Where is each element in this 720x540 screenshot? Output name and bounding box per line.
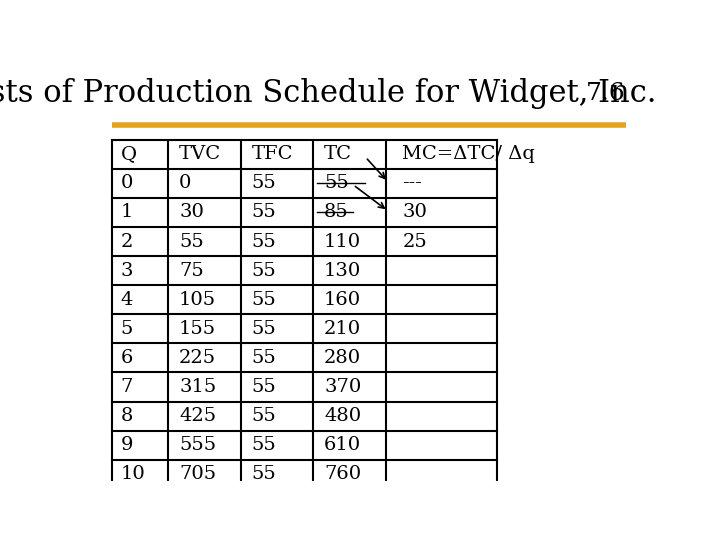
Text: 370: 370 xyxy=(324,378,361,396)
Text: 55: 55 xyxy=(251,320,276,338)
Text: 155: 155 xyxy=(179,320,216,338)
Text: 160: 160 xyxy=(324,291,361,309)
Text: 7.6: 7.6 xyxy=(586,83,626,105)
Text: 10: 10 xyxy=(121,465,145,483)
Text: MC=ΔTC/ Δq: MC=ΔTC/ Δq xyxy=(402,145,536,163)
Text: 55: 55 xyxy=(251,349,276,367)
Text: 55: 55 xyxy=(251,378,276,396)
Text: 2: 2 xyxy=(121,233,133,251)
Text: 55: 55 xyxy=(179,233,204,251)
Text: 3: 3 xyxy=(121,261,133,280)
Text: Costs of Production Schedule for Widget, Inc.: Costs of Production Schedule for Widget,… xyxy=(0,78,657,110)
Text: 30: 30 xyxy=(179,204,204,221)
Text: 4: 4 xyxy=(121,291,133,309)
Text: 55: 55 xyxy=(251,261,276,280)
Text: 75: 75 xyxy=(179,261,204,280)
Text: 85: 85 xyxy=(324,204,348,221)
Text: 8: 8 xyxy=(121,407,133,425)
Text: 55: 55 xyxy=(251,436,276,454)
Text: 9: 9 xyxy=(121,436,133,454)
Text: 280: 280 xyxy=(324,349,361,367)
Text: 5: 5 xyxy=(121,320,133,338)
Text: 110: 110 xyxy=(324,233,361,251)
Text: 705: 705 xyxy=(179,465,216,483)
Text: TC: TC xyxy=(324,145,352,163)
Text: 130: 130 xyxy=(324,261,361,280)
Text: 7: 7 xyxy=(121,378,133,396)
Text: 30: 30 xyxy=(402,204,428,221)
Text: 210: 210 xyxy=(324,320,361,338)
Text: 6: 6 xyxy=(121,349,133,367)
Text: 55: 55 xyxy=(251,174,276,192)
Text: 105: 105 xyxy=(179,291,216,309)
Text: 0: 0 xyxy=(179,174,192,192)
Text: 555: 555 xyxy=(179,436,216,454)
Text: 425: 425 xyxy=(179,407,216,425)
Text: 1: 1 xyxy=(121,204,133,221)
Text: TFC: TFC xyxy=(251,145,293,163)
Text: 0: 0 xyxy=(121,174,133,192)
Text: 225: 225 xyxy=(179,349,216,367)
Text: 55: 55 xyxy=(251,233,276,251)
Text: Q: Q xyxy=(121,145,137,163)
Text: 480: 480 xyxy=(324,407,361,425)
Text: 55: 55 xyxy=(251,204,276,221)
Text: 55: 55 xyxy=(251,291,276,309)
Text: 55: 55 xyxy=(324,174,348,192)
Text: 25: 25 xyxy=(402,233,427,251)
Text: 760: 760 xyxy=(324,465,361,483)
Text: TVC: TVC xyxy=(179,145,221,163)
Text: 610: 610 xyxy=(324,436,361,454)
Text: ---: --- xyxy=(402,174,423,192)
Text: 55: 55 xyxy=(251,407,276,425)
Text: 55: 55 xyxy=(251,465,276,483)
Text: 315: 315 xyxy=(179,378,216,396)
